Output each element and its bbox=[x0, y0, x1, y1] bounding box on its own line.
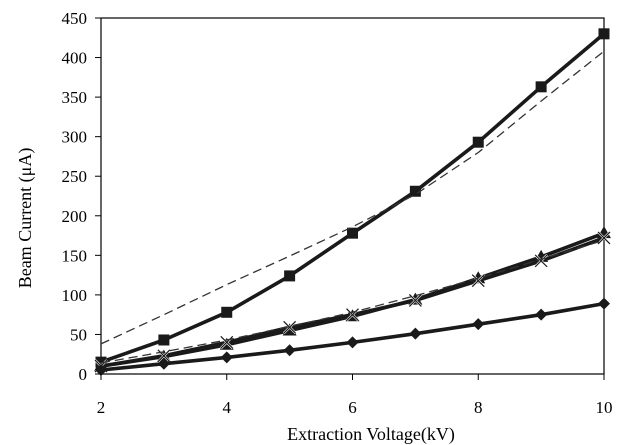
x-tick-label: 6 bbox=[348, 398, 357, 417]
x-marker-stroke bbox=[408, 294, 422, 307]
diamond-marker bbox=[220, 351, 233, 364]
x-marker-stroke bbox=[157, 349, 171, 363]
x-tick-label: 10 bbox=[596, 398, 613, 417]
square-marker bbox=[409, 185, 421, 197]
x-marker-stroke bbox=[534, 254, 548, 268]
ticks-layer: 0 50 100 150 200 250 300 350 400 450 2 4 6 8 10 bbox=[62, 9, 613, 417]
y-tick-label: 450 bbox=[62, 9, 88, 28]
diamond-marker bbox=[535, 308, 548, 321]
square-marker bbox=[598, 28, 610, 40]
y-tick-label: 0 bbox=[79, 365, 88, 384]
y-axis-title: Beam Current (μA) bbox=[15, 148, 36, 289]
square-marker bbox=[535, 81, 547, 93]
x-marker-stroke bbox=[471, 274, 485, 288]
series-layer bbox=[94, 28, 611, 377]
x-tick-label: 4 bbox=[223, 398, 232, 417]
diamond-marker bbox=[346, 336, 359, 349]
diamond-marker bbox=[95, 364, 107, 377]
square-marker bbox=[221, 306, 233, 318]
series-5 bbox=[100, 50, 605, 345]
x-marker-stroke bbox=[220, 335, 234, 349]
diamond-marker bbox=[157, 357, 170, 370]
diamond-marker bbox=[409, 327, 422, 340]
fit-curve bbox=[100, 239, 605, 364]
x-marker-stroke bbox=[283, 320, 297, 334]
diamond-marker bbox=[472, 318, 485, 331]
y-tick-label: 300 bbox=[62, 128, 88, 147]
y-tick-label: 100 bbox=[62, 286, 88, 305]
y-tick-label: 250 bbox=[62, 167, 88, 186]
square-marker bbox=[347, 227, 358, 239]
diamond-marker bbox=[283, 344, 296, 357]
x-axis-title: Extraction Voltage(kV) bbox=[287, 424, 455, 445]
y-tick-label: 50 bbox=[70, 325, 87, 344]
diamond-marker bbox=[598, 297, 610, 310]
y-tick-label: 400 bbox=[62, 49, 88, 68]
x-tick-label: 2 bbox=[97, 398, 106, 417]
series-6 bbox=[100, 239, 605, 364]
y-tick-label: 200 bbox=[62, 207, 88, 226]
x-marker-stroke bbox=[597, 231, 611, 245]
square-marker bbox=[158, 334, 170, 346]
series-4 bbox=[95, 297, 610, 377]
x-tick-label: 8 bbox=[474, 398, 483, 417]
square-marker bbox=[284, 270, 296, 282]
y-tick-label: 150 bbox=[62, 246, 88, 265]
square-marker bbox=[472, 136, 484, 148]
y-tick-label: 350 bbox=[62, 88, 88, 107]
fit-curve bbox=[100, 50, 605, 345]
